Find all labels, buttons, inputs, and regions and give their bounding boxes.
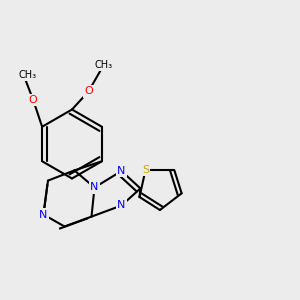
Text: CH₃: CH₃ bbox=[18, 70, 36, 80]
Text: N: N bbox=[90, 182, 99, 193]
Text: N: N bbox=[117, 200, 126, 211]
Text: N: N bbox=[39, 209, 48, 220]
Text: O: O bbox=[84, 86, 93, 97]
Text: N: N bbox=[117, 166, 126, 176]
Text: O: O bbox=[29, 95, 38, 105]
Text: S: S bbox=[142, 165, 149, 175]
Text: CH₃: CH₃ bbox=[94, 60, 112, 70]
